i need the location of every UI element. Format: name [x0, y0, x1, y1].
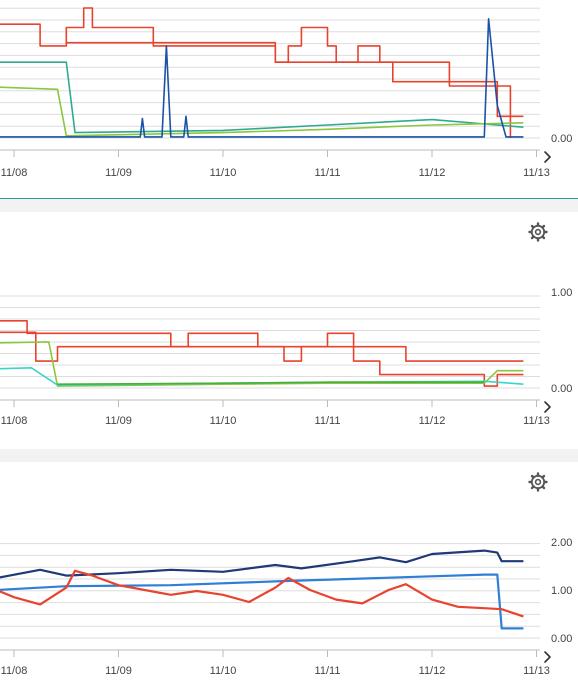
y-tick-label: 1.00	[551, 585, 572, 597]
x-tick-label: 11/13	[523, 665, 550, 677]
series-line-2	[0, 331, 524, 387]
x-tick-label: 11/11	[315, 415, 341, 427]
x-tick-label: 11/08	[1, 415, 28, 427]
series-line-2	[0, 573, 524, 630]
x-tick-label: 11/12	[419, 167, 446, 179]
x-tick-label: 11/09	[105, 167, 132, 179]
x-tick-label: 11/13	[523, 415, 550, 427]
y-tick-label: 0.00	[551, 383, 572, 395]
chevron-right-icon[interactable]	[544, 651, 551, 663]
y-tick-label: 2.00	[551, 537, 572, 549]
chart-2[interactable]: 11/08 11/09 11/10 11/11 11/12 11/13 1.00 0.00	[0, 212, 578, 449]
series-line-5	[0, 17, 524, 138]
y-tick-label: 0.00	[551, 133, 572, 145]
x-tick-label: 11/09	[105, 665, 132, 677]
gear-icon[interactable]	[528, 222, 548, 242]
series-line-1	[0, 549, 524, 579]
x-tick-label: 11/10	[210, 665, 237, 677]
chart-panel-2: 11/08 11/09 11/10 11/11 11/12 11/13 1.00 0.00	[0, 212, 578, 449]
series-line-3	[0, 61, 524, 134]
series-line-5	[57, 381, 485, 385]
gear-icon[interactable]	[528, 472, 548, 492]
x-tick-label: 11/11	[315, 167, 341, 179]
x-tick-label: 11/10	[210, 167, 237, 179]
x-tick-label: 11/08	[1, 167, 28, 179]
x-tick-label: 11/12	[419, 665, 446, 677]
series-line-3	[0, 569, 524, 618]
series-line-3	[0, 341, 524, 387]
chart-panel-3: 11/08 11/09 11/10 11/11 11/12 11/13 2.00 1.00 0.…	[0, 462, 578, 684]
series-line-4	[0, 86, 524, 137]
y-tick-label: 1.00	[551, 287, 572, 299]
x-tick-label: 11/09	[105, 415, 132, 427]
chart-panel-1: 11/08 11/09 11/10 11/11 11/12 11/13 0.00	[0, 0, 578, 199]
x-tick-label: 11/11	[315, 665, 341, 677]
chart-1[interactable]: 11/08 11/09 11/10 11/11 11/12 11/13 0.00	[0, 0, 578, 198]
series-line-1	[0, 320, 524, 362]
chevron-right-icon[interactable]	[544, 151, 551, 163]
chevron-right-icon[interactable]	[544, 401, 551, 413]
series-line-2	[66, 41, 512, 138]
x-tick-label: 11/10	[210, 415, 237, 427]
x-tick-label: 11/12	[419, 415, 446, 427]
x-tick-label: 11/08	[1, 665, 28, 677]
y-tick-label: 0.00	[551, 633, 572, 645]
chart-3[interactable]: 11/08 11/09 11/10 11/11 11/12 11/13 2.00 1.00 0.…	[0, 462, 578, 684]
x-tick-label: 11/13	[523, 167, 550, 179]
